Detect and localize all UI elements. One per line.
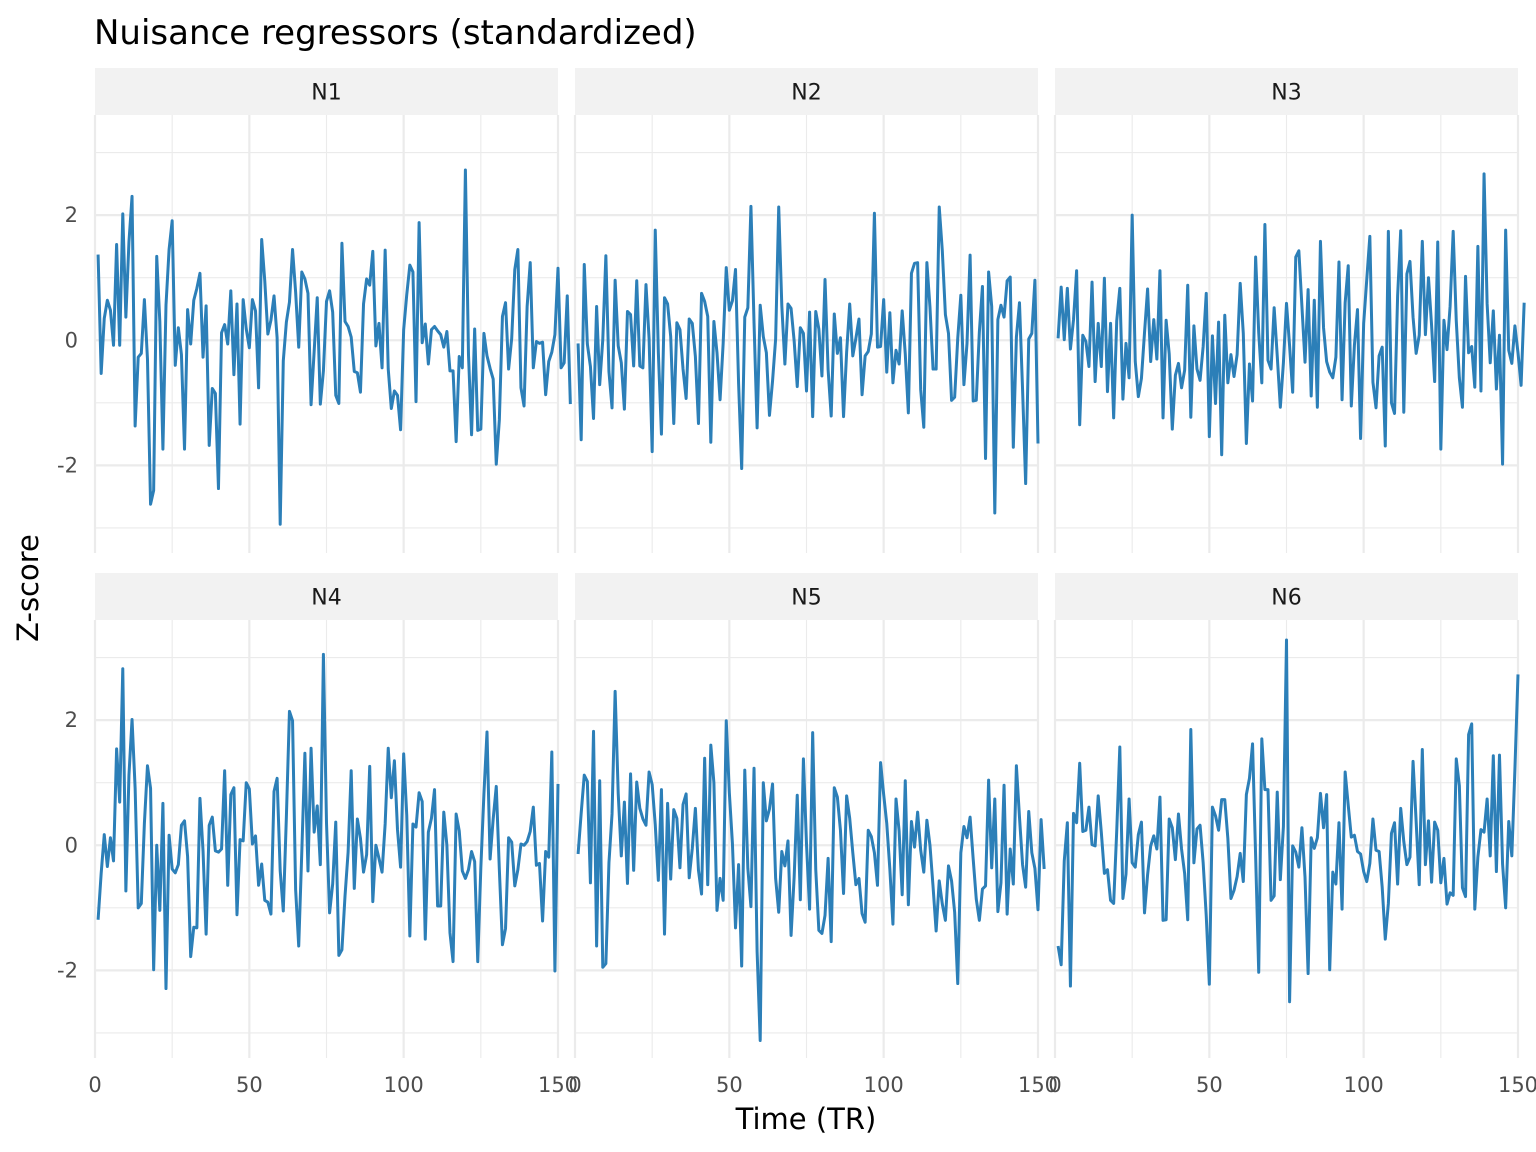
x-tick-label: 150 [538, 1073, 578, 1097]
facet-strip-label: N5 [791, 586, 821, 611]
y-tick-label: -2 [57, 958, 78, 982]
series-line-n4 [96, 652, 560, 991]
series-line-n1 [96, 168, 572, 526]
y-axis-tick-labels: -2 0 2 -2 0 2 [57, 203, 78, 982]
panel-n3: N3 [1053, 68, 1526, 553]
panel-n1: N1 [93, 68, 572, 553]
x-tick-label: 0 [568, 1073, 581, 1097]
facet-strip-label: N6 [1271, 586, 1301, 611]
panel-n2: N2 [573, 68, 1040, 553]
panel-n6: N6 [1053, 573, 1520, 1058]
facet-strip-background [575, 573, 1038, 620]
panel-n5: N5 [573, 573, 1046, 1058]
facet-strip-label: N4 [311, 586, 341, 611]
x-tick-label: 50 [1196, 1073, 1223, 1097]
series-line-n2 [576, 204, 1040, 515]
y-tick-label: 2 [65, 708, 78, 732]
x-tick-label: 150 [1498, 1073, 1536, 1097]
y-axis-label: Z-score [11, 534, 45, 642]
y-tick-label: -2 [57, 453, 78, 477]
facet-strip-background [95, 573, 558, 620]
facet-strip-background [1055, 573, 1518, 620]
x-tick-label: 50 [236, 1073, 263, 1097]
chart-title: Nuisance regressors (standardized) [94, 13, 697, 53]
facet-strip-label: N2 [791, 81, 821, 106]
facet-panels: N1 N2 N3 N4 N5 N6 [93, 68, 1526, 1058]
x-axis-label: Time (TR) [735, 1102, 877, 1136]
facet-strip-label: N3 [1271, 81, 1301, 106]
x-tick-label: 100 [384, 1073, 424, 1097]
x-tick-label: 100 [864, 1073, 904, 1097]
x-tick-label: 100 [1344, 1073, 1384, 1097]
facet-strip-background [95, 68, 558, 115]
panel-n4: N4 [93, 573, 560, 1058]
y-tick-label: 0 [65, 833, 78, 857]
facet-strip-background [575, 68, 1038, 115]
x-tick-label: 0 [1048, 1073, 1061, 1097]
x-tick-label: 0 [88, 1073, 101, 1097]
series-line-n6 [1056, 638, 1520, 1004]
facet-strip-background [1055, 68, 1518, 115]
y-tick-label: 0 [65, 328, 78, 352]
x-tick-label: 150 [1018, 1073, 1058, 1097]
y-tick-label: 2 [65, 203, 78, 227]
facet-strip-label: N1 [311, 81, 341, 106]
series-line-n3 [1056, 172, 1526, 466]
series-line-n5 [576, 689, 1046, 1042]
x-tick-label: 50 [716, 1073, 743, 1097]
